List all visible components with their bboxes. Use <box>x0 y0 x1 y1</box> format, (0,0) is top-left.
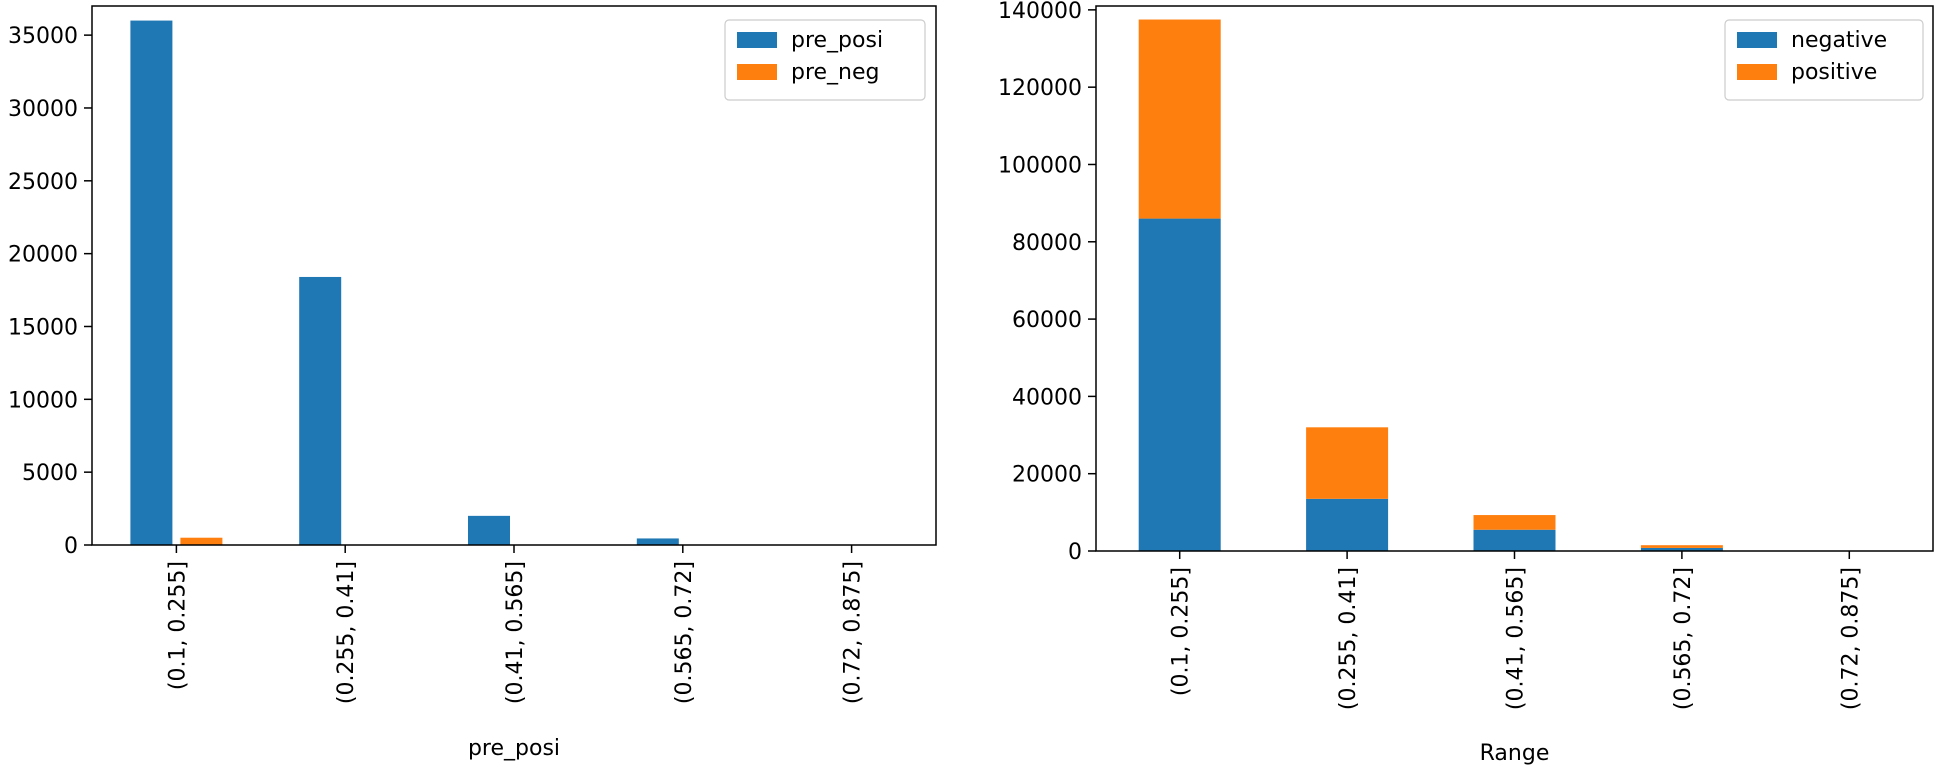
legend-label-positive: positive <box>1791 60 1877 85</box>
y-tick-label: 10000 <box>8 388 78 413</box>
bar-negative <box>1138 218 1221 551</box>
bar-pre_posi <box>299 276 342 545</box>
legend-swatch-negative <box>1737 32 1777 48</box>
y-tick-label: 20000 <box>1012 463 1082 488</box>
x-tick-label: (0.255, 0.41] <box>1336 567 1361 710</box>
bar-positive <box>1640 545 1723 548</box>
x-tick-label: (0.565, 0.72] <box>672 561 697 704</box>
x-axis-label: Range <box>1480 741 1550 766</box>
y-tick-label: 120000 <box>998 76 1082 101</box>
bar-pre_neg <box>180 537 223 545</box>
y-tick-label: 20000 <box>8 243 78 268</box>
legend: pre_posi pre_neg <box>724 19 926 101</box>
bar-negative <box>1640 547 1723 551</box>
bar-negative <box>1306 498 1389 551</box>
y-tick-label: 0 <box>64 534 78 559</box>
bar-chart-pre-posi: 0 5000 10000 15000 20000 25000 30000 35000 (0.1,… <box>8 5 937 761</box>
x-tick-label: (0.72, 0.875] <box>841 561 866 704</box>
bar-pre_posi <box>468 515 510 545</box>
y-tick-label: 100000 <box>998 153 1082 178</box>
y-tick-label: 35000 <box>8 24 78 49</box>
y-tick-label: 15000 <box>8 315 78 340</box>
x-tick-label: (0.1, 0.255] <box>165 561 190 690</box>
legend-swatch-pre_posi <box>737 32 777 48</box>
x-tick-label: (0.72, 0.875] <box>1838 567 1863 710</box>
y-tick-label: 25000 <box>8 170 78 195</box>
bar-pre_posi <box>636 538 679 545</box>
bar-positive <box>1306 427 1389 499</box>
legend: negative positive <box>1724 19 1924 101</box>
x-axis-label: pre_posi <box>468 736 560 761</box>
legend-swatch-positive <box>1737 64 1777 80</box>
x-tick-label: (0.1, 0.255] <box>1169 567 1194 696</box>
bar-negative <box>1473 529 1556 551</box>
y-tick-label: 60000 <box>1012 308 1082 333</box>
y-tick-label: 30000 <box>8 97 78 122</box>
y-tick-label: 5000 <box>22 461 78 486</box>
x-tick-label: (0.41, 0.565] <box>503 561 528 704</box>
x-tick-label: (0.255, 0.41] <box>334 561 359 704</box>
y-tick-label: 140000 <box>998 0 1082 24</box>
x-tick-label: (0.41, 0.565] <box>1504 567 1529 710</box>
y-tick-label: 80000 <box>1012 231 1082 256</box>
x-tick-label: (0.565, 0.72] <box>1671 567 1696 710</box>
legend-label-pre_posi: pre_posi <box>791 28 883 53</box>
bar-positive <box>1138 19 1221 219</box>
legend-label-pre_neg: pre_neg <box>791 60 880 85</box>
y-tick-label: 0 <box>1068 540 1082 565</box>
stacked-bar-chart-range: 0 20000 40000 60000 80000 100000 120000 140000 (… <box>998 0 1934 766</box>
y-tick-label: 40000 <box>1012 385 1082 410</box>
legend-label-negative: negative <box>1791 28 1887 53</box>
bar-positive <box>1473 515 1556 530</box>
bar-pre_posi <box>130 20 173 546</box>
legend-swatch-pre_neg <box>737 64 777 80</box>
